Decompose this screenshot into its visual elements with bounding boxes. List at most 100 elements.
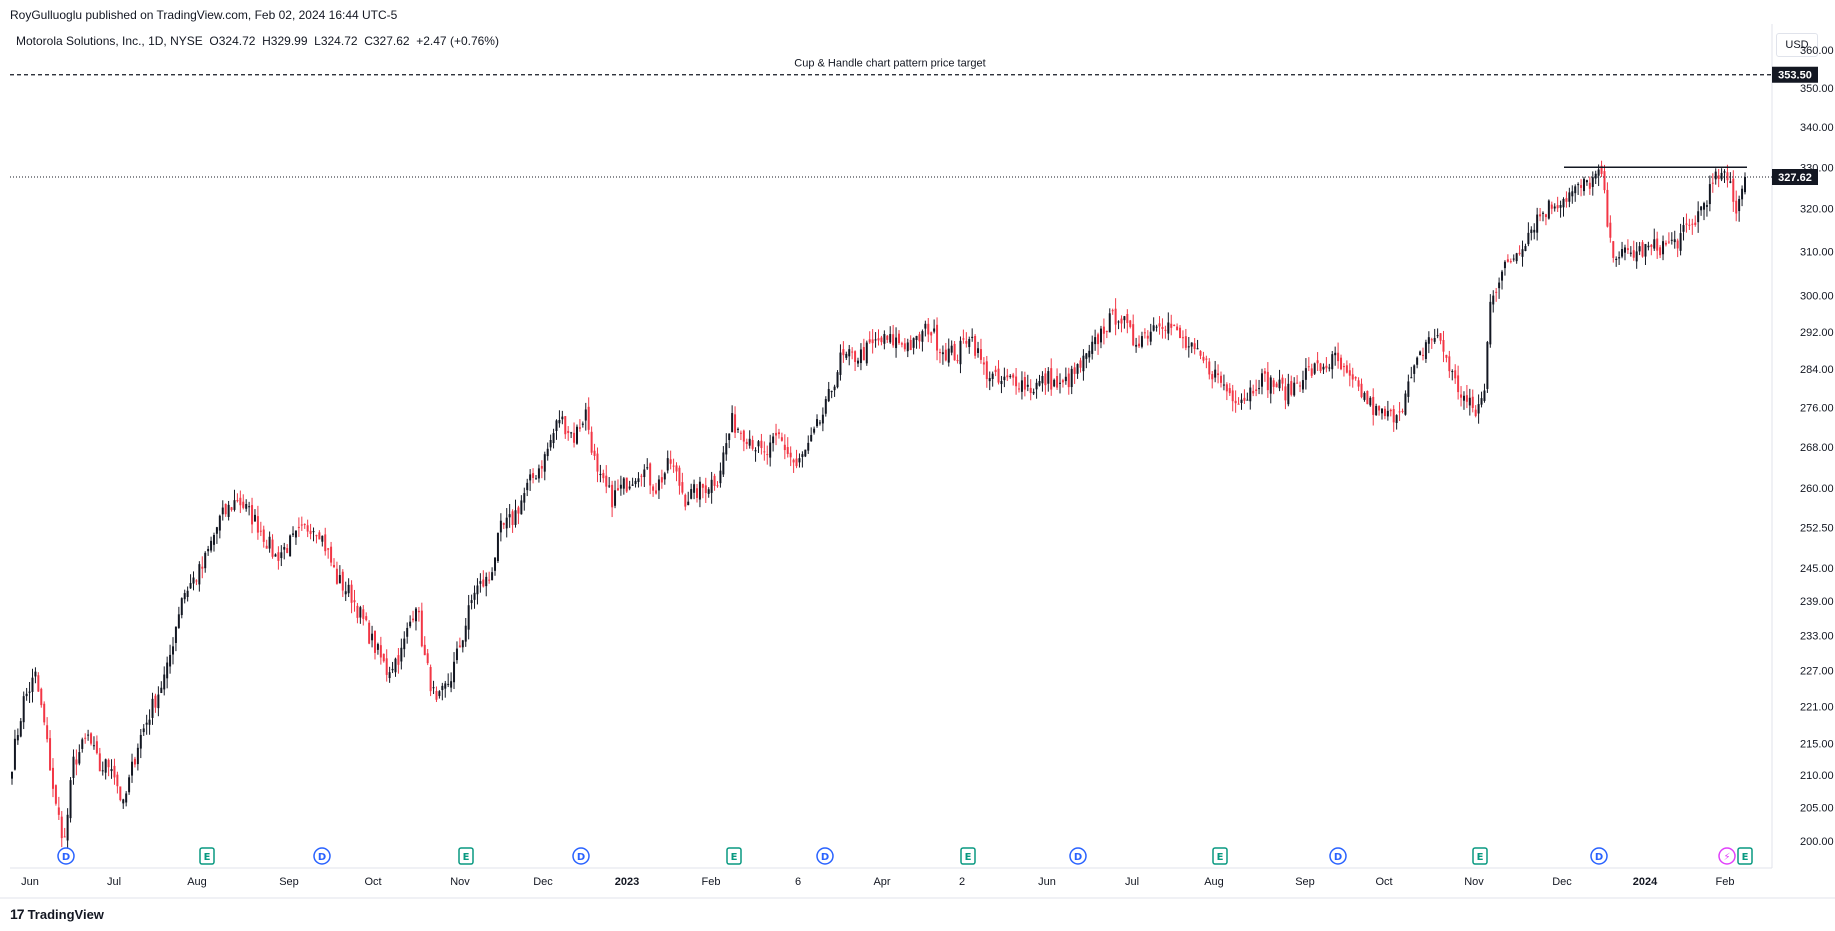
candle[interactable]	[104, 758, 107, 780]
candle[interactable]	[1424, 339, 1427, 363]
candle[interactable]	[637, 472, 640, 488]
candle[interactable]	[1164, 325, 1167, 339]
candle[interactable]	[224, 503, 227, 517]
candle[interactable]	[1623, 244, 1626, 261]
candle[interactable]	[1544, 213, 1547, 226]
candle[interactable]	[1026, 374, 1029, 392]
candle[interactable]	[400, 638, 403, 670]
candle[interactable]	[379, 636, 382, 665]
candle[interactable]	[573, 422, 576, 448]
candle[interactable]	[1097, 332, 1100, 355]
candle[interactable]	[728, 433, 731, 449]
candle[interactable]	[1433, 328, 1436, 344]
candle[interactable]	[22, 691, 25, 730]
candle[interactable]	[1208, 358, 1211, 380]
candle[interactable]	[51, 758, 54, 798]
candle[interactable]	[414, 607, 417, 631]
candle[interactable]	[690, 483, 693, 500]
candle[interactable]	[649, 462, 652, 495]
candle[interactable]	[136, 743, 139, 771]
candle[interactable]	[432, 680, 435, 695]
candle[interactable]	[731, 405, 734, 433]
candle[interactable]	[1621, 241, 1624, 259]
candle[interactable]	[938, 348, 941, 364]
candle[interactable]	[1562, 197, 1565, 217]
candle[interactable]	[555, 419, 558, 440]
candle[interactable]	[1003, 367, 1006, 388]
candle[interactable]	[1691, 218, 1694, 235]
candle[interactable]	[757, 440, 760, 453]
candle[interactable]	[1667, 232, 1670, 244]
candle[interactable]	[151, 692, 154, 725]
candle[interactable]	[1234, 390, 1237, 413]
candle[interactable]	[233, 489, 236, 512]
candle[interactable]	[944, 342, 947, 362]
candle[interactable]	[57, 796, 60, 821]
candle[interactable]	[570, 431, 573, 439]
candle[interactable]	[163, 666, 166, 696]
candle[interactable]	[210, 536, 213, 553]
candle[interactable]	[359, 605, 362, 624]
candle[interactable]	[98, 747, 101, 772]
candle[interactable]	[1726, 164, 1729, 188]
candle[interactable]	[552, 428, 555, 449]
candle[interactable]	[798, 453, 801, 468]
candle[interactable]	[561, 410, 564, 425]
candle[interactable]	[865, 340, 868, 366]
candle[interactable]	[1436, 328, 1439, 339]
candle[interactable]	[824, 396, 827, 417]
candle[interactable]	[514, 499, 517, 528]
candle[interactable]	[1354, 376, 1357, 381]
candle[interactable]	[698, 476, 701, 508]
candle[interactable]	[1140, 331, 1143, 349]
candle[interactable]	[458, 637, 461, 648]
candle[interactable]	[1477, 394, 1480, 424]
candle[interactable]	[581, 421, 584, 428]
candle[interactable]	[239, 490, 242, 514]
candle[interactable]	[444, 680, 447, 698]
candle[interactable]	[1029, 379, 1032, 401]
candle[interactable]	[315, 534, 318, 544]
candle[interactable]	[707, 487, 710, 498]
candle[interactable]	[643, 464, 646, 488]
candle[interactable]	[947, 338, 950, 367]
candle[interactable]	[930, 331, 933, 344]
candle[interactable]	[722, 446, 725, 477]
candle[interactable]	[836, 370, 839, 389]
candle[interactable]	[1392, 405, 1395, 432]
candle[interactable]	[897, 330, 900, 345]
candle[interactable]	[830, 390, 833, 399]
candle[interactable]	[537, 464, 540, 483]
candle[interactable]	[1509, 258, 1512, 264]
candle[interactable]	[1348, 363, 1351, 387]
candle[interactable]	[1442, 330, 1445, 363]
candle[interactable]	[760, 433, 763, 455]
candle[interactable]	[227, 500, 230, 521]
earnings-marker[interactable]: E	[1212, 847, 1228, 865]
candle[interactable]	[1187, 336, 1190, 358]
candle[interactable]	[564, 416, 567, 439]
candle[interactable]	[716, 481, 719, 488]
candle[interactable]	[344, 581, 347, 602]
candle[interactable]	[1070, 365, 1073, 395]
candle[interactable]	[1114, 298, 1117, 336]
candle[interactable]	[1430, 337, 1433, 349]
candle[interactable]	[1717, 168, 1720, 188]
candle[interactable]	[974, 334, 977, 359]
candle[interactable]	[1366, 390, 1369, 405]
candle[interactable]	[409, 615, 412, 629]
candle[interactable]	[567, 426, 570, 441]
candle[interactable]	[1334, 346, 1337, 366]
candle[interactable]	[1395, 414, 1398, 430]
candle[interactable]	[795, 449, 798, 469]
candle[interactable]	[1293, 377, 1296, 397]
candle[interactable]	[341, 569, 344, 598]
candle[interactable]	[1099, 325, 1102, 349]
candle[interactable]	[1287, 373, 1290, 407]
candle[interactable]	[470, 594, 473, 610]
candle[interactable]	[1744, 172, 1746, 195]
candle[interactable]	[1714, 168, 1717, 185]
candle[interactable]	[1530, 226, 1533, 241]
candle[interactable]	[587, 397, 590, 435]
